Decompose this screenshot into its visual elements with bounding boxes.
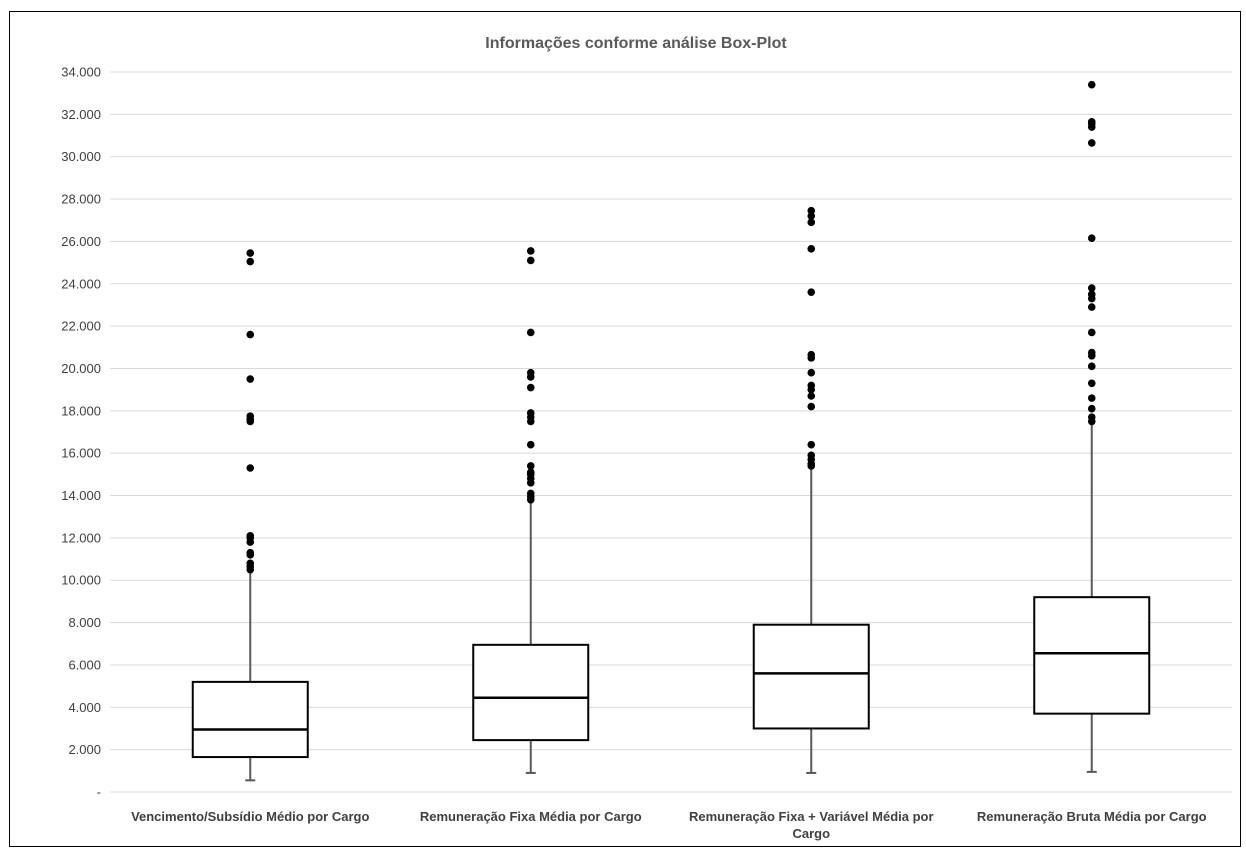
x-category-label: Remuneração Fixa Média por Cargo (420, 809, 642, 824)
outlier-point (1087, 328, 1096, 337)
outlier-point (1087, 362, 1096, 371)
outlier-point (807, 451, 816, 460)
outlier-point (807, 440, 816, 449)
y-tick-label: 10.000 (61, 573, 101, 588)
outlier-point (526, 328, 535, 337)
x-axis-category-labels: Vencimento/Subsídio Médio por Cargo Remun… (131, 809, 1207, 841)
y-tick-label: - (97, 785, 101, 800)
outlier-point (526, 462, 535, 470)
box-plot-series (191, 249, 309, 782)
y-tick-label: 4.000 (68, 700, 101, 715)
y-tick-label: 6.000 (68, 657, 101, 672)
box-plots (191, 80, 1151, 782)
outlier-point (807, 368, 816, 377)
y-tick-label: 8.000 (68, 615, 101, 630)
outlier-point (1087, 117, 1096, 126)
outlier-point (807, 392, 816, 400)
x-category-label: Vencimento/Subsídio Médio por Cargo (131, 809, 369, 824)
outlier-point (1087, 284, 1096, 292)
outlier-point (807, 381, 816, 390)
outlier-point (1087, 234, 1096, 243)
outlier-point (246, 548, 255, 557)
outlier-point (246, 249, 255, 257)
outlier-point (526, 468, 535, 477)
y-tick-label: 28.000 (61, 192, 101, 207)
y-tick-label: 20.000 (61, 361, 101, 376)
x-category-label: Cargo (792, 826, 830, 841)
outlier-point (526, 256, 535, 265)
outlier-point (246, 531, 255, 540)
outlier-point (807, 402, 816, 411)
y-tick-label: 18.000 (61, 403, 101, 418)
outlier-point (526, 440, 535, 449)
y-tick-label: 22.000 (61, 319, 101, 334)
outlier-point (1087, 290, 1096, 299)
y-tick-label: 34.000 (61, 65, 101, 80)
iqr-box (472, 643, 590, 742)
y-tick-label: 2.000 (68, 742, 101, 757)
outlier-point (807, 288, 816, 297)
outlier-point (526, 247, 535, 255)
outlier-point (246, 559, 255, 568)
outlier-point (246, 257, 255, 266)
outlier-point (1087, 303, 1096, 311)
outlier-point (807, 218, 816, 227)
y-tick-label: 30.000 (61, 149, 101, 164)
outlier-point (1087, 80, 1096, 89)
outlier-point (807, 350, 816, 359)
outlier-point (1087, 379, 1096, 388)
outlier-point (807, 206, 816, 215)
outlier-point (807, 245, 816, 253)
y-tick-label: 32.000 (61, 107, 101, 122)
grid-lines (110, 71, 1232, 793)
chart-title: Informações conforme análise Box-Plot (485, 35, 787, 52)
outlier-point (526, 409, 535, 417)
box-plot-series (1033, 80, 1151, 773)
outlier-point (246, 375, 255, 383)
outlier-point (526, 489, 535, 498)
outlier-point (1087, 139, 1096, 147)
y-tick-label: 24.000 (61, 276, 101, 291)
y-tick-label: 26.000 (61, 234, 101, 249)
outlier-point (1087, 394, 1096, 402)
iqr-box (1033, 596, 1151, 715)
x-category-label: Remuneração Fixa + Variável Média por (689, 809, 934, 824)
y-axis-tick-labels: - 2.000 4.000 6.000 8.000 10.000 12.000 14.000 1… (61, 65, 101, 800)
iqr-box (191, 680, 309, 759)
box-plot-series (752, 206, 870, 774)
outlier-point (1087, 348, 1096, 357)
y-tick-label: 16.000 (61, 446, 101, 461)
outlier-point (1087, 413, 1096, 421)
outlier-point (1087, 404, 1096, 413)
outlier-point (807, 212, 816, 220)
outlier-point (526, 368, 535, 377)
outlier-point (246, 330, 255, 339)
y-tick-label: 14.000 (61, 488, 101, 503)
iqr-box (752, 623, 870, 730)
outlier-point (246, 412, 255, 420)
outlier-point (526, 383, 535, 392)
x-category-label: Remuneração Bruta Média por Cargo (977, 809, 1207, 824)
box-plot-series (472, 247, 590, 774)
outlier-point (246, 464, 255, 472)
y-tick-label: 12.000 (61, 530, 101, 545)
